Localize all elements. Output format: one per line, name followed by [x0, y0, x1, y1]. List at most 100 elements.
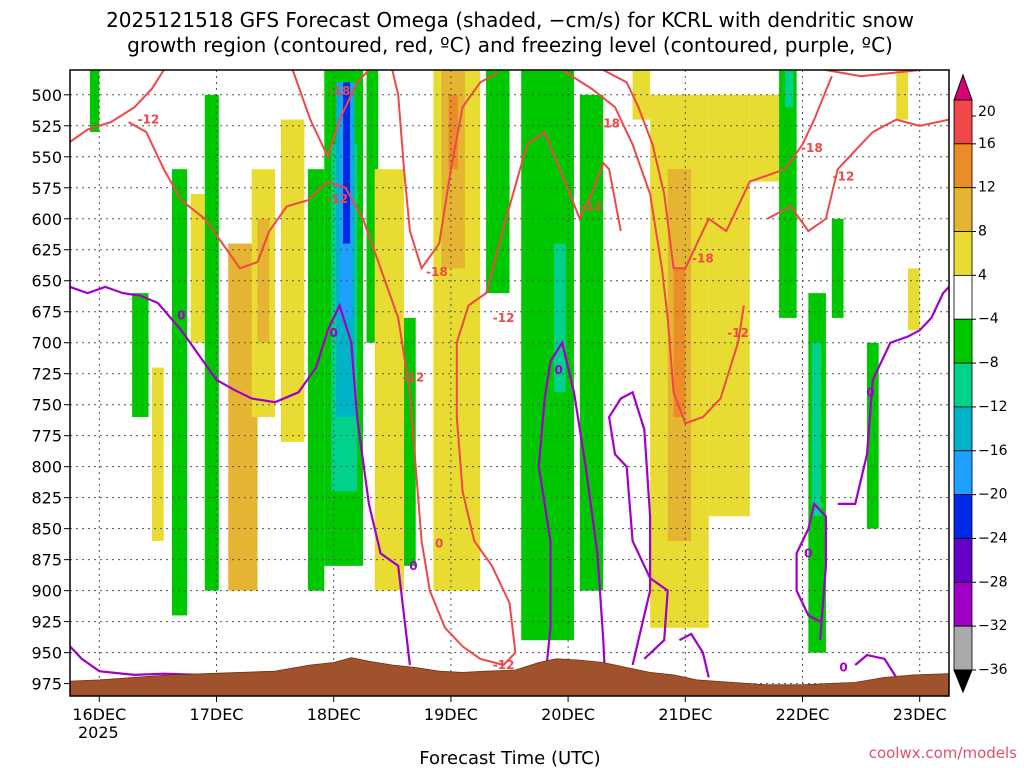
omega-region-22	[486, 70, 510, 294]
colorbar-swatch-1	[953, 143, 973, 189]
x-tick-label-20DEC: 20DEC	[541, 705, 595, 724]
freezing-level-contour-5	[678, 632, 710, 678]
terrain-layer	[70, 657, 949, 696]
chart-title-line-1: 2025121518 GFS Forecast Omega (shaded, −…	[106, 8, 914, 32]
dgz-contour-2	[291, 70, 370, 160]
colorbar-swatch-12	[953, 625, 973, 671]
terrain-surface	[70, 657, 949, 696]
grid-layer	[70, 70, 949, 696]
colorbar-swatch-8	[953, 450, 973, 496]
colorbar-swatch-5	[953, 318, 973, 364]
colorbar-swatch-6	[953, 362, 973, 408]
y-tick-label-700: 700	[31, 334, 62, 353]
freezing-level-contour-6	[854, 653, 898, 678]
contour-label-6: 0	[435, 537, 443, 551]
omega-region-3	[171, 169, 188, 616]
plot-frame	[69, 69, 950, 697]
omega-region-21	[448, 94, 458, 170]
dgz-contour-0	[70, 70, 165, 143]
contour-label-5: -12	[493, 311, 515, 325]
contour-label-2: -12	[326, 192, 348, 206]
x-year-label: 2025	[78, 723, 119, 742]
colorbar-swatch-2	[953, 187, 973, 232]
colorbar-swatch-10	[953, 538, 973, 583]
y-tick-label-950: 950	[31, 644, 62, 663]
contour-label-11: -12	[727, 326, 749, 340]
dgz-contour-6	[766, 118, 949, 233]
omega-region-37	[866, 342, 879, 529]
colorbar-top-arrow	[953, 73, 973, 101]
x-tick-label-17DEC: 17DEC	[190, 705, 244, 724]
omega-region-31	[749, 94, 780, 182]
omega-region-36	[831, 218, 844, 318]
colorbar-label-3: 8	[978, 224, 987, 240]
omega-region-17	[374, 169, 405, 591]
y-tick-label-575: 575	[31, 179, 62, 198]
y-tick-label-975: 975	[31, 675, 62, 694]
colorbar-label-9: −20	[978, 487, 1008, 503]
colorbar-label-12: −32	[978, 618, 1008, 634]
x-tick-label-23DEC: 23DEC	[893, 705, 947, 724]
omega-region-32	[779, 70, 797, 318]
x-tick-label-21DEC: 21DEC	[658, 705, 712, 724]
y-tick-label-525: 525	[31, 117, 62, 136]
omega-shading-layer	[89, 70, 920, 653]
omega-region-5	[204, 94, 219, 591]
y-tick-label-850: 850	[31, 520, 62, 539]
dgz-contour-7	[825, 70, 920, 78]
colorbar-label-1: 16	[978, 136, 996, 152]
freezing-level-contour-7	[795, 501, 827, 641]
freezing-level-contour-4	[607, 390, 669, 666]
colorbar-label-8: −16	[978, 443, 1008, 459]
y-tick-label-875: 875	[31, 551, 62, 570]
y-tick-label-675: 675	[31, 303, 62, 322]
contour-label-20: 0	[866, 385, 874, 399]
dgz-contour-5	[602, 70, 833, 270]
contour-layer	[70, 70, 949, 690]
contour-label-7: -12	[493, 658, 515, 672]
colorbar-label-7: −12	[978, 399, 1008, 415]
dgz-contour-3	[391, 70, 499, 271]
colorbar-bottom-arrow	[953, 669, 973, 694]
contour-label-15: 0	[330, 326, 338, 340]
omega-region-10	[307, 169, 325, 591]
freezing-level-contour-8	[837, 286, 949, 505]
y-tick-label-800: 800	[31, 458, 62, 477]
omega-region-29	[673, 268, 686, 418]
colorbar: 20 16 12 8 4 −4 −8 −12 −16 −20 −24 −28 −32 −36	[953, 73, 1008, 694]
contour-label-14: 0	[177, 308, 185, 322]
contour-label-0: -12	[138, 113, 160, 127]
colorbar-label-2: 12	[978, 180, 996, 196]
plot-area: -12 -18 -12 -18 -12 -12 0 -12 -18 -12 -18 -12 -18 -12…	[69, 69, 950, 697]
credit-link[interactable]: coolwx.com/models	[869, 744, 1017, 762]
y-tick-label-650: 650	[31, 272, 62, 291]
omega-region-2	[152, 367, 164, 542]
omega-region-33	[784, 70, 794, 108]
colorbar-swatch-3	[953, 231, 973, 276]
omega-region-38	[896, 70, 908, 120]
colorbar-label-4: 4	[978, 267, 987, 283]
colorbar-label-10: −24	[978, 530, 1008, 546]
x-tick-label-19DEC: 19DEC	[424, 705, 478, 724]
contour-label-3: -18	[426, 265, 448, 279]
colorbar-swatch-7	[953, 406, 973, 452]
freezing-level-contour-0	[70, 285, 411, 666]
y-tick-label-825: 825	[31, 489, 62, 508]
y-tick-label-750: 750	[31, 396, 62, 415]
freezing-level-contour-3	[537, 339, 607, 690]
contour-label-18: 0	[804, 546, 812, 560]
y-tick-label-550: 550	[31, 148, 62, 167]
dgz-contour-1	[128, 121, 622, 667]
colorbar-label-6: −8	[978, 355, 999, 371]
contour-label-12: -18	[801, 141, 823, 155]
omega-region-15	[343, 82, 351, 244]
y-tick-label-600: 600	[31, 210, 62, 229]
y-tick-label-500: 500	[31, 86, 62, 105]
contour-label-layer: -12 -18 -12 -18 -12 -12 0 -12 -18 -12 -18 -12 -18 -12…	[138, 84, 875, 674]
colorbar-label-11: −28	[978, 574, 1008, 590]
y-axis: 500 525 550 575 600 625 650 675 700 725 750 775 800 8…	[31, 86, 70, 694]
y-tick-label-625: 625	[31, 241, 62, 260]
freezing-level-contour-1	[70, 645, 199, 677]
colorbar-label-5: −4	[978, 311, 999, 327]
